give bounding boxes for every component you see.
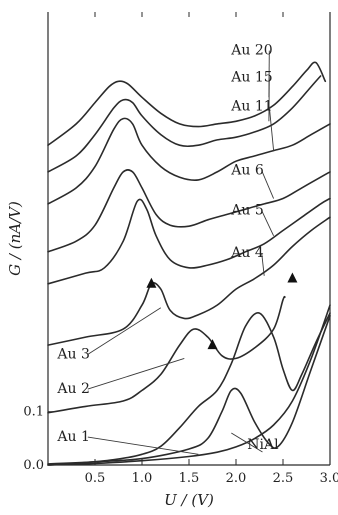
label-leaders — [87, 50, 275, 455]
label-au-1: Au 1 — [56, 429, 89, 445]
curve-au-3 — [47, 295, 286, 414]
label-au-4: Au 4 — [230, 245, 264, 261]
leader-au-3 — [87, 307, 162, 355]
curve-au-1 — [47, 315, 331, 465]
curve-au-11 — [47, 117, 331, 205]
leader-au-6 — [261, 170, 275, 199]
curves — [47, 61, 331, 466]
label-au-11: Au 11 — [230, 99, 272, 115]
x-tick-label: 3.0 — [320, 471, 338, 486]
plot-frame — [47, 12, 331, 466]
leader-au-11 — [268, 106, 275, 151]
y-tick-label: 0.0 — [23, 458, 44, 473]
y-tick-label: 0.1 — [23, 405, 44, 420]
leader-au-4 — [261, 253, 265, 276]
curve-au-20 — [47, 61, 327, 146]
label-au-20: Au 20 — [230, 43, 272, 59]
peak-marker-1 — [146, 277, 157, 288]
peak-marker-3 — [287, 272, 298, 283]
label-nial: NiAl — [247, 437, 279, 453]
x-axis-label: U / (V) — [164, 491, 214, 509]
x-tick-label: 2.5 — [273, 471, 294, 486]
leader-nial — [231, 432, 263, 453]
curve-labels: Au 20 Au 15 Au 11 Au 6 Au 5 Au 4 Au 3 Au 2 Au 1 N… — [56, 43, 279, 453]
x-tick-label: 2.0 — [226, 471, 247, 486]
y-axis-label: G / (nA/V) — [6, 201, 24, 276]
curve-au-6 — [47, 169, 331, 253]
label-au-2: Au 2 — [56, 381, 89, 397]
curve-au-15 — [47, 75, 322, 173]
label-au-5: Au 5 — [230, 203, 263, 219]
leader-au-1 — [87, 436, 199, 455]
curve-nial — [47, 304, 331, 466]
x-tick-label: 1.0 — [132, 471, 153, 486]
axis-ticks: 0.5 1.0 1.5 2.0 2.5 3.0 0.0 0.1 — [23, 12, 338, 486]
peak-markers — [146, 272, 298, 350]
curve-au-5 — [47, 197, 331, 285]
leader-au-5 — [261, 210, 275, 237]
curve-au-4 — [47, 216, 331, 346]
label-au-6: Au 6 — [230, 163, 264, 179]
label-au-3: Au 3 — [56, 346, 89, 362]
peak-marker-2 — [207, 339, 218, 350]
leader-au-2 — [87, 357, 185, 390]
x-tick-label: 1.5 — [179, 471, 200, 486]
x-tick-label: 0.5 — [85, 471, 106, 486]
label-au-15: Au 15 — [230, 69, 272, 85]
curve-au-2 — [47, 312, 331, 466]
